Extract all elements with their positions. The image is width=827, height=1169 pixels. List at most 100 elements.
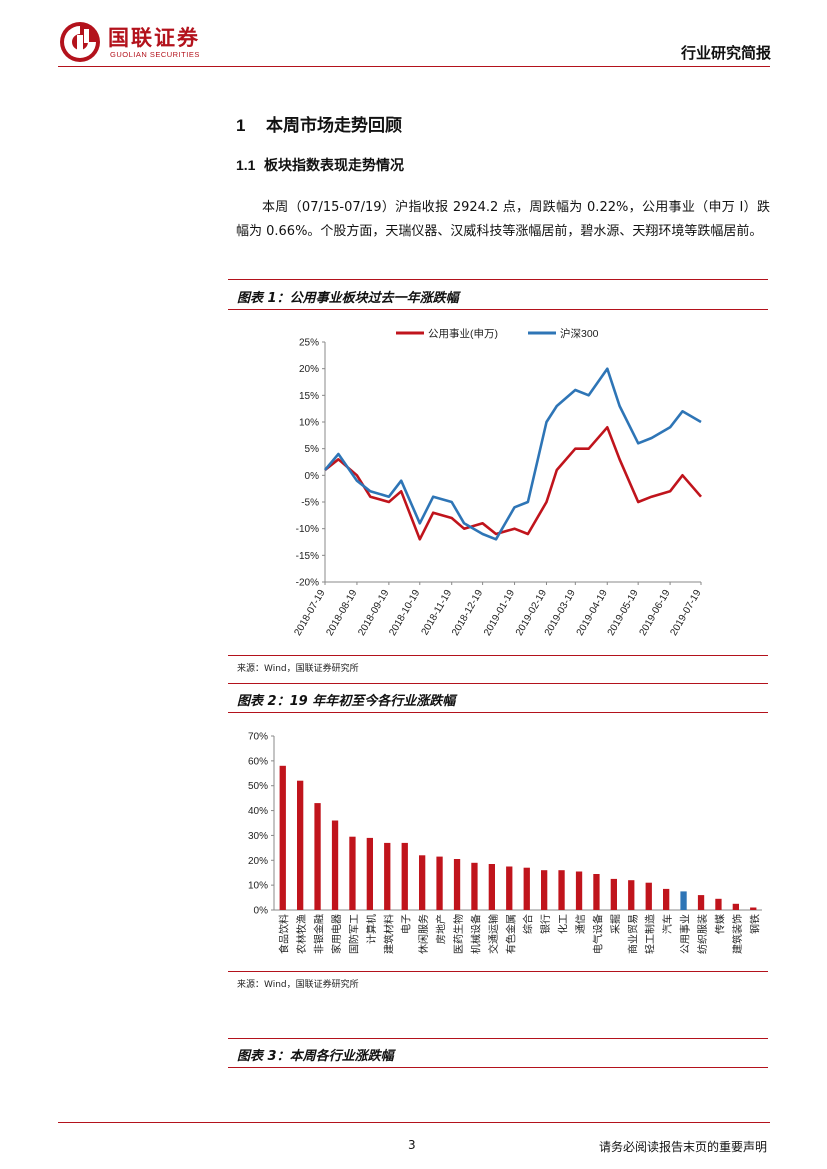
- figure1-title: 图表 1：公用事业板块过去一年涨跌幅: [237, 291, 459, 306]
- bar-5: [366, 837, 373, 910]
- x-tick-label: 2018-09-19: [356, 588, 391, 638]
- y-tick-label: 0%: [254, 906, 269, 917]
- x-tick-label: 2018-08-19: [324, 588, 359, 638]
- y-tick-label: 30%: [248, 831, 268, 842]
- category-label: 有色金属: [504, 914, 517, 954]
- bar-2: [314, 803, 321, 910]
- logo-text-cn: 国联证券: [108, 26, 200, 50]
- footer-divider: [58, 1122, 770, 1123]
- figure1-bottom-rule: [228, 655, 768, 656]
- bar-10: [453, 859, 461, 910]
- series-line-0: [324, 426, 702, 541]
- category-label: 公用事业: [679, 914, 692, 954]
- bar-3: [331, 820, 339, 910]
- category-label: 通信: [575, 914, 587, 934]
- bar-21: [645, 882, 652, 910]
- line-chart-utilities-vs-csi300: 25% 20% 15% 10% 5% 0% -5% -10% -15% -20%2018-07-1…: [292, 327, 703, 638]
- figure2-top-rule: [228, 683, 768, 684]
- bar-27: [750, 907, 757, 910]
- bar-4: [349, 836, 356, 910]
- y-tick-label: 15%: [299, 391, 319, 402]
- y-tick-label: -20%: [296, 578, 319, 589]
- y-tick-label: 5%: [305, 444, 320, 455]
- subsection-heading: 1.1 板块指数表现走势情况: [236, 155, 404, 175]
- y-tick-label: 70%: [248, 732, 268, 743]
- x-tick-label: 2018-12-19: [450, 588, 485, 638]
- figure2-title: 图表 2：19 年年初至今各行业涨跌幅: [237, 694, 456, 709]
- bar-7: [401, 842, 408, 910]
- bar-8: [419, 855, 426, 910]
- figure2-source: 来源：Wind，国联证券研究所: [237, 980, 359, 990]
- bar-18: [593, 874, 600, 910]
- y-tick-label: -15%: [296, 551, 319, 562]
- category-label: 电子: [400, 914, 413, 934]
- category-label: 医药生物: [452, 914, 465, 954]
- y-tick-label: 10%: [299, 418, 319, 429]
- bar-24: [697, 895, 705, 910]
- bar-22: [663, 888, 670, 910]
- bar-6: [384, 842, 391, 910]
- category-label: 银行: [539, 914, 552, 934]
- category-label: 食品饮料: [278, 914, 291, 954]
- figure2-title-rule: [228, 712, 768, 713]
- category-label: 综合: [522, 914, 535, 934]
- figure3-title: 图表 3：本周各行业涨跌幅: [237, 1049, 394, 1064]
- y-tick-label: -5%: [301, 498, 319, 509]
- bar-9: [436, 856, 443, 910]
- figure2-bottom-rule: [228, 971, 768, 972]
- bar-13: [506, 866, 513, 910]
- category-label: 商业贸易: [626, 914, 639, 954]
- category-label: 家用电器: [330, 914, 343, 954]
- bar-15: [541, 870, 548, 910]
- bar-11: [471, 862, 478, 910]
- bar-23: [680, 891, 687, 910]
- category-label: 建筑材料: [382, 914, 395, 954]
- y-tick-label: 0%: [305, 471, 320, 482]
- figure1-top-rule: [228, 279, 768, 280]
- bar-19: [610, 878, 617, 910]
- category-label: 机械设备: [469, 914, 482, 954]
- bar-0: [279, 765, 286, 910]
- subsection-number: 1.1: [236, 157, 256, 173]
- category-label: 非银金融: [313, 914, 326, 954]
- bar-26: [732, 903, 739, 910]
- category-label: 国防军工: [347, 914, 360, 954]
- footer-disclaimer: 请务必阅读报告末页的重要声明: [598, 1140, 767, 1154]
- bar-17: [575, 871, 583, 910]
- y-tick-label: -10%: [296, 524, 319, 535]
- legend-label-1: 沪深300: [560, 327, 599, 340]
- x-tick-label: 2019-01-19: [482, 588, 517, 638]
- section-heading: 1 本周市场走势回顾: [236, 111, 402, 136]
- y-tick-label: 20%: [299, 364, 319, 375]
- bar-12: [488, 864, 495, 910]
- logo-mark-icon: [58, 20, 102, 64]
- figure1-title-rule: [228, 309, 768, 310]
- category-label: 纺织服装: [696, 914, 709, 954]
- subsection-title: 板块指数表现走势情况: [264, 158, 404, 174]
- bar-25: [715, 898, 722, 910]
- category-label: 电气设备: [591, 914, 604, 954]
- category-label: 采掘: [609, 914, 622, 934]
- category-label: 化工: [557, 914, 570, 934]
- section-number: 1: [236, 116, 246, 135]
- y-tick-label: 20%: [248, 856, 268, 867]
- figure1-source: 来源：Wind，国联证券研究所: [237, 664, 359, 674]
- y-tick-label: 60%: [248, 756, 268, 767]
- y-tick-label: 25%: [299, 338, 319, 349]
- bar-14: [523, 867, 530, 910]
- bar-16: [558, 870, 565, 910]
- page-number: 3: [408, 1138, 416, 1152]
- x-tick-label: 2018-11-19: [420, 588, 455, 638]
- y-tick-label: 10%: [248, 881, 268, 892]
- legend-label-0: 公用事业(申万): [428, 327, 498, 340]
- category-label: 农林牧渔: [295, 914, 308, 954]
- header-divider: [58, 66, 770, 67]
- category-label: 休闲服务: [417, 914, 430, 954]
- bar-20: [628, 880, 635, 910]
- category-label: 轻工制造: [644, 914, 657, 954]
- x-tick-label: 2018-07-19: [292, 588, 327, 638]
- category-label: 钢铁: [748, 914, 761, 934]
- document-type-label: 行业研究简报: [680, 44, 771, 62]
- category-label: 交通运输: [487, 914, 500, 954]
- x-tick-label: 2019-04-19: [575, 588, 610, 638]
